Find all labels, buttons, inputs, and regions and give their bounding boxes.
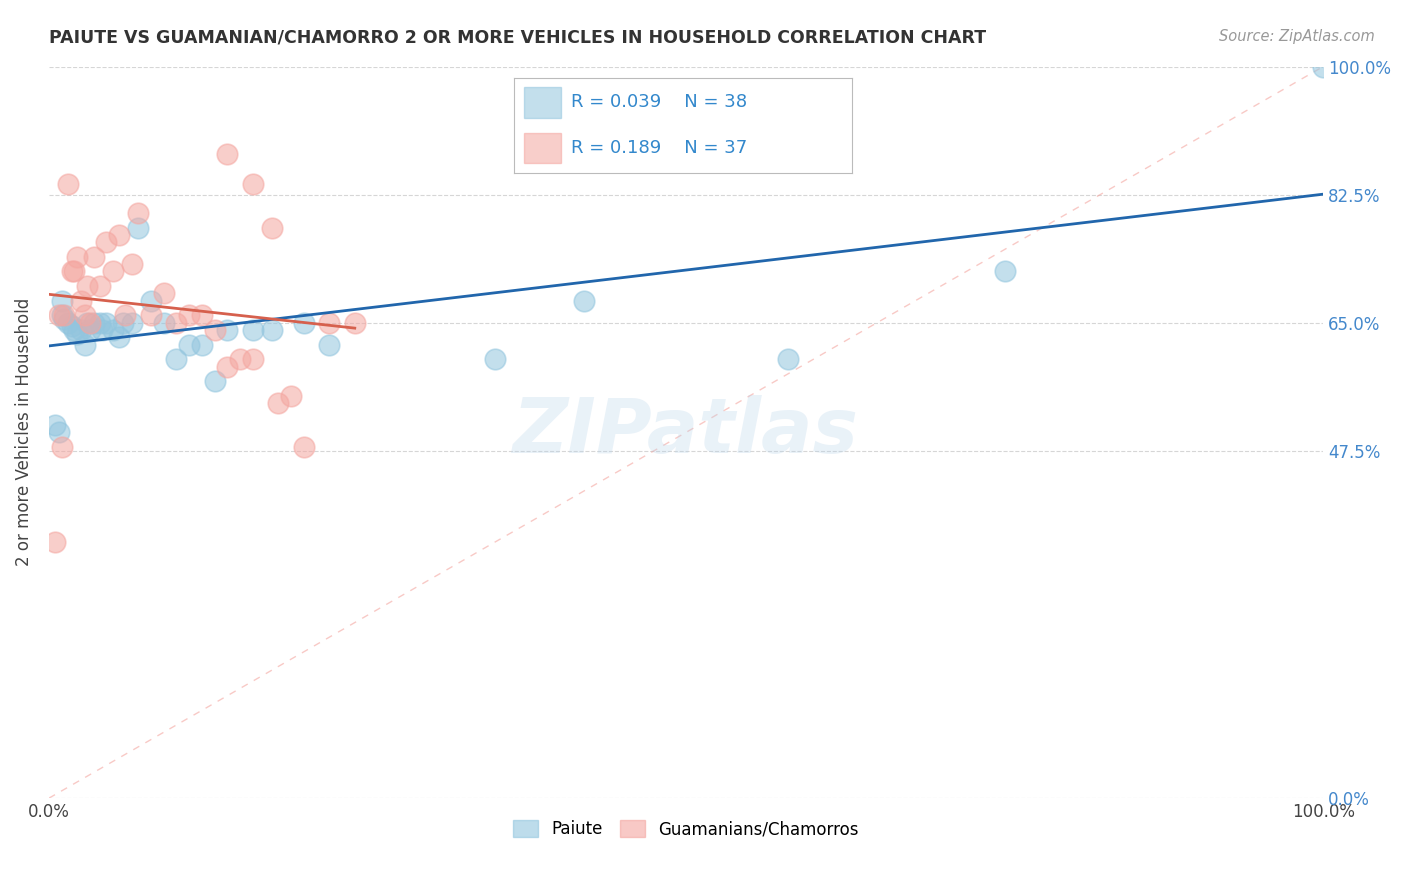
Point (179, 337, 201, 351)
Point (152, 316, 174, 330)
Point (260, 220, 283, 235)
Point (191, 337, 214, 351)
Point (69, 293, 91, 308)
Point (91, 323, 114, 337)
Point (101, 323, 124, 337)
Point (44, 535, 66, 549)
Point (76, 316, 98, 330)
Point (318, 316, 340, 330)
Point (83, 250, 105, 264)
Point (572, 293, 595, 308)
Point (56, 316, 79, 330)
Point (776, 352, 799, 367)
Point (96, 316, 118, 330)
Legend: Paiute, Guamanians/Chamorros: Paiute, Guamanians/Chamorros (506, 814, 865, 845)
Point (69, 323, 91, 337)
Point (318, 337, 340, 351)
Point (127, 206, 149, 220)
Point (48, 309, 70, 323)
Point (53, 309, 76, 323)
Point (165, 352, 187, 367)
Point (66, 250, 89, 264)
Point (994, 264, 1017, 278)
Point (1312, 60, 1334, 74)
Point (101, 264, 124, 278)
Point (108, 227, 131, 242)
Point (242, 177, 264, 191)
Point (242, 352, 264, 367)
Point (204, 323, 226, 337)
Point (292, 440, 315, 454)
Y-axis label: 2 or more Vehicles in Household: 2 or more Vehicles in Household (15, 298, 32, 566)
Point (76, 279, 98, 293)
Point (63, 264, 86, 278)
Point (48, 425, 70, 440)
Point (60, 264, 83, 278)
Point (121, 316, 143, 330)
Point (343, 316, 366, 330)
Point (73, 309, 96, 323)
Point (204, 374, 226, 388)
Point (44, 418, 66, 433)
Point (89, 316, 111, 330)
Point (51, 309, 73, 323)
Point (179, 309, 201, 323)
Point (83, 316, 105, 330)
Point (73, 337, 96, 351)
Point (292, 316, 315, 330)
Point (165, 316, 187, 330)
Point (280, 389, 302, 403)
Point (114, 309, 136, 323)
Text: ZIPatlas: ZIPatlas (513, 395, 859, 469)
Point (79, 323, 101, 337)
Point (108, 330, 131, 344)
Point (484, 352, 506, 367)
Point (51, 440, 73, 454)
Point (53, 312, 76, 326)
Point (139, 309, 162, 323)
Point (217, 147, 239, 161)
Point (79, 316, 101, 330)
Point (139, 293, 162, 308)
Point (242, 323, 264, 337)
Point (96, 235, 118, 249)
Point (121, 257, 143, 271)
Point (111, 316, 134, 330)
Point (191, 309, 214, 323)
Point (63, 323, 86, 337)
Point (260, 323, 283, 337)
Text: PAIUTE VS GUAMANIAN/CHAMORRO 2 OR MORE VEHICLES IN HOUSEHOLD CORRELATION CHART: PAIUTE VS GUAMANIAN/CHAMORRO 2 OR MORE V… (49, 29, 987, 46)
Point (152, 286, 174, 301)
Point (89, 279, 111, 293)
Point (60, 319, 83, 334)
Point (56, 177, 79, 191)
Point (66, 326, 89, 341)
Point (229, 352, 252, 367)
Point (217, 323, 239, 337)
Point (127, 220, 149, 235)
Text: Source: ZipAtlas.com: Source: ZipAtlas.com (1219, 29, 1375, 44)
Point (267, 396, 290, 410)
Point (51, 293, 73, 308)
Point (217, 359, 239, 374)
